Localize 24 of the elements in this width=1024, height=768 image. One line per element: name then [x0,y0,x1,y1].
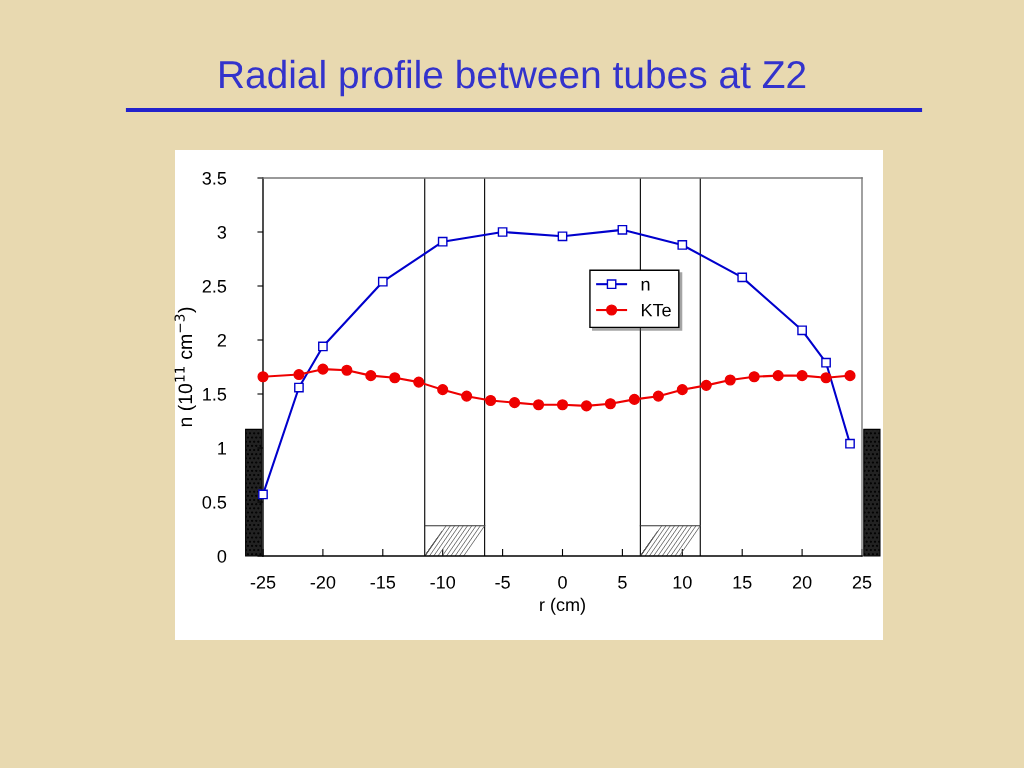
x-tick-label: 15 [733,576,752,589]
y-tick-label: 2 [217,333,226,347]
y-tick-label: 1.5 [203,388,227,401]
y-tick-label: 0 [217,549,227,563]
x-tick-label: -20 [310,575,336,589]
x-axis-title: r (cm) [540,597,585,615]
x-tick-label: 20 [792,575,812,589]
y-tick-label: 3.5 [202,171,227,185]
y-axis-title: n (10$^{11}$ cm$^{−3}$) [174,307,197,427]
x-tick-label: -25 [250,575,276,589]
y-tick-label: 3 [217,225,227,239]
x-tick-label: 5 [618,576,627,589]
chart-title: Radial profile between tubes at Z2 [220,59,806,97]
x-tick-label: -15 [370,576,396,589]
x-tick-label: 25 [852,575,872,589]
legend-label: n [641,280,650,291]
x-tick-label: -5 [495,576,510,589]
legend-label: KTe [641,303,671,317]
x-tick-label: -10 [430,575,456,589]
x-tick-label: 0 [558,575,567,589]
x-tick-label: 10 [673,575,692,589]
y-tick-label: 2.5 [202,279,227,293]
y-tick-label: 1 [218,442,227,455]
y-tick-label: 0.5 [202,495,227,509]
